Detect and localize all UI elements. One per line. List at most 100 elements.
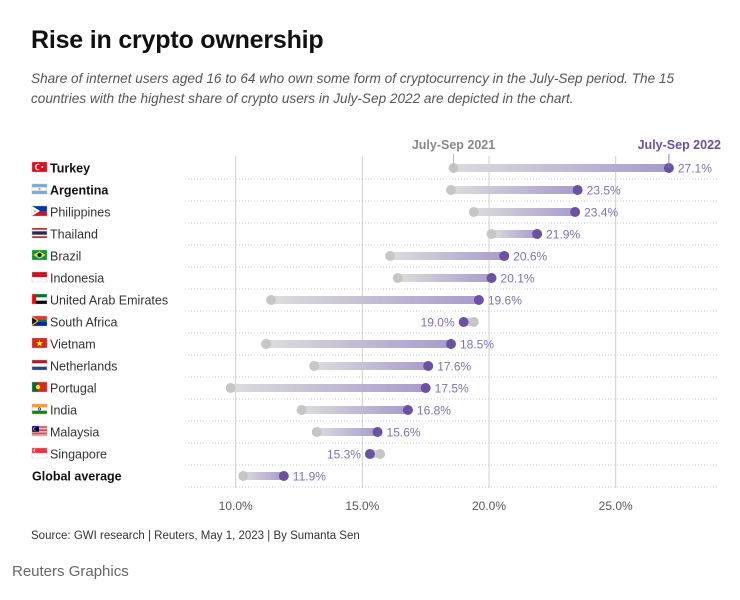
flag-part [37, 407, 41, 411]
rows-layer: Turkey 27.1% Argentina 23.5% Philippines 23.4… [31, 161, 717, 488]
dot-2021 [296, 405, 307, 415]
dot-2021 [468, 207, 479, 217]
flag-part [32, 427, 47, 429]
dot-2022 [532, 229, 543, 239]
flag-part [32, 316, 47, 320]
country-label: Singapore [50, 448, 107, 462]
country-label: South Africa [50, 316, 117, 330]
connector-bar [473, 208, 576, 216]
dot-2021 [266, 295, 277, 305]
connector-bar [390, 252, 505, 260]
flag-part [32, 428, 47, 430]
value-label: 17.5% [435, 382, 469, 396]
flag-border [31, 381, 48, 393]
flag-part [32, 434, 47, 436]
dumbbell-row: South Africa 19.0% [31, 316, 717, 334]
flag-part [33, 209, 36, 213]
flag-part [32, 317, 37, 325]
flag-border [31, 183, 48, 195]
country-label: Brazil [50, 250, 81, 264]
country-label: Malaysia [50, 426, 99, 440]
flag-part [32, 360, 47, 370]
connector-bar [369, 450, 381, 458]
series-2022-header: July-Sep 2022 [638, 138, 721, 152]
dumbbell-row: United Arab Emirates 19.6% [31, 293, 717, 312]
country-label: Global average [32, 470, 122, 484]
value-label: 27.1% [678, 162, 712, 176]
dumbbell-row: Brazil 20.6% [31, 249, 717, 268]
country-label: Thailand [50, 228, 98, 242]
value-label: 19.6% [488, 294, 522, 308]
dot-2022 [364, 449, 375, 459]
flag-border [31, 447, 48, 459]
flag-part [32, 272, 47, 277]
x-tick-label: 15.0% [345, 499, 379, 513]
dot-2022 [486, 273, 497, 283]
flag-border [31, 337, 48, 349]
dot-2022 [420, 383, 431, 393]
dot-2021 [225, 383, 236, 393]
dot-2022 [499, 251, 510, 261]
flag-part [32, 426, 47, 427]
flag-part [32, 433, 47, 434]
value-label: 23.5% [587, 184, 621, 198]
dot-2021 [392, 273, 403, 283]
value-label: 23.4% [584, 206, 618, 220]
country-label: India [50, 404, 77, 418]
value-label: 19.0% [421, 316, 455, 330]
connector-bar [397, 274, 492, 282]
value-label: 15.3% [327, 448, 361, 462]
dot-2022 [572, 185, 583, 195]
chart-subtitle: Share of internet users aged 16 to 64 wh… [31, 71, 675, 106]
connector-bar [230, 384, 426, 392]
value-label: 20.1% [501, 272, 535, 286]
country-label: Indonesia [50, 272, 104, 286]
flag-part [37, 252, 42, 258]
flag-part [32, 448, 47, 453]
flag-part [36, 339, 43, 347]
dumbbell-row: Argentina 23.5% [31, 183, 717, 202]
connector-bar [491, 230, 538, 238]
value-label: 20.6% [513, 250, 547, 264]
country-label: Philippines [50, 206, 110, 220]
flag-border [31, 161, 48, 173]
flag-part [32, 360, 47, 364]
dumbbell-chart: Turkey 27.1% Argentina 23.5% Philippines 23.4… [31, 138, 721, 513]
flag-part [32, 430, 47, 432]
dumbbell-row: Philippines 23.4% [31, 206, 717, 224]
flag-border [31, 425, 48, 437]
dot-2021 [446, 185, 456, 195]
flag-part [38, 320, 47, 322]
dot-2022 [570, 207, 581, 217]
flag-border [31, 271, 48, 283]
dumbbell-row: Vietnam 18.5% [31, 337, 717, 356]
flag-part [32, 231, 47, 235]
flag-part [32, 294, 47, 304]
flag-border [31, 359, 48, 371]
x-tick-label: 10.0% [219, 499, 253, 513]
dot-2021 [309, 361, 320, 371]
flag-part [32, 404, 47, 408]
dot-2021 [486, 229, 497, 239]
flag-border [31, 403, 48, 415]
country-label: United Arab Emirates [50, 294, 168, 308]
flag-border [31, 249, 48, 261]
brand-logo-text: Reuters Graphics [12, 563, 129, 580]
value-label: 18.5% [460, 338, 494, 352]
dot-2021 [311, 427, 322, 437]
value-label: 21.9% [546, 228, 580, 242]
x-tick-label: 20.0% [472, 499, 506, 513]
dumbbell-row: Global average 11.9% [32, 470, 717, 488]
dumbbell-row: Turkey 27.1% [31, 161, 717, 180]
dot-2022 [423, 361, 434, 371]
value-label: 17.6% [437, 360, 471, 374]
dot-2022 [446, 339, 456, 349]
value-label: 15.6% [387, 426, 421, 440]
flag-border [31, 293, 48, 305]
dumbbell-row: India 16.8% [31, 403, 717, 422]
connector-bar [451, 186, 578, 194]
flag-part [32, 294, 36, 304]
dot-2021 [468, 317, 479, 327]
dumbbell-row: Netherlands 17.6% [31, 359, 717, 378]
flag-part [41, 166, 44, 168]
